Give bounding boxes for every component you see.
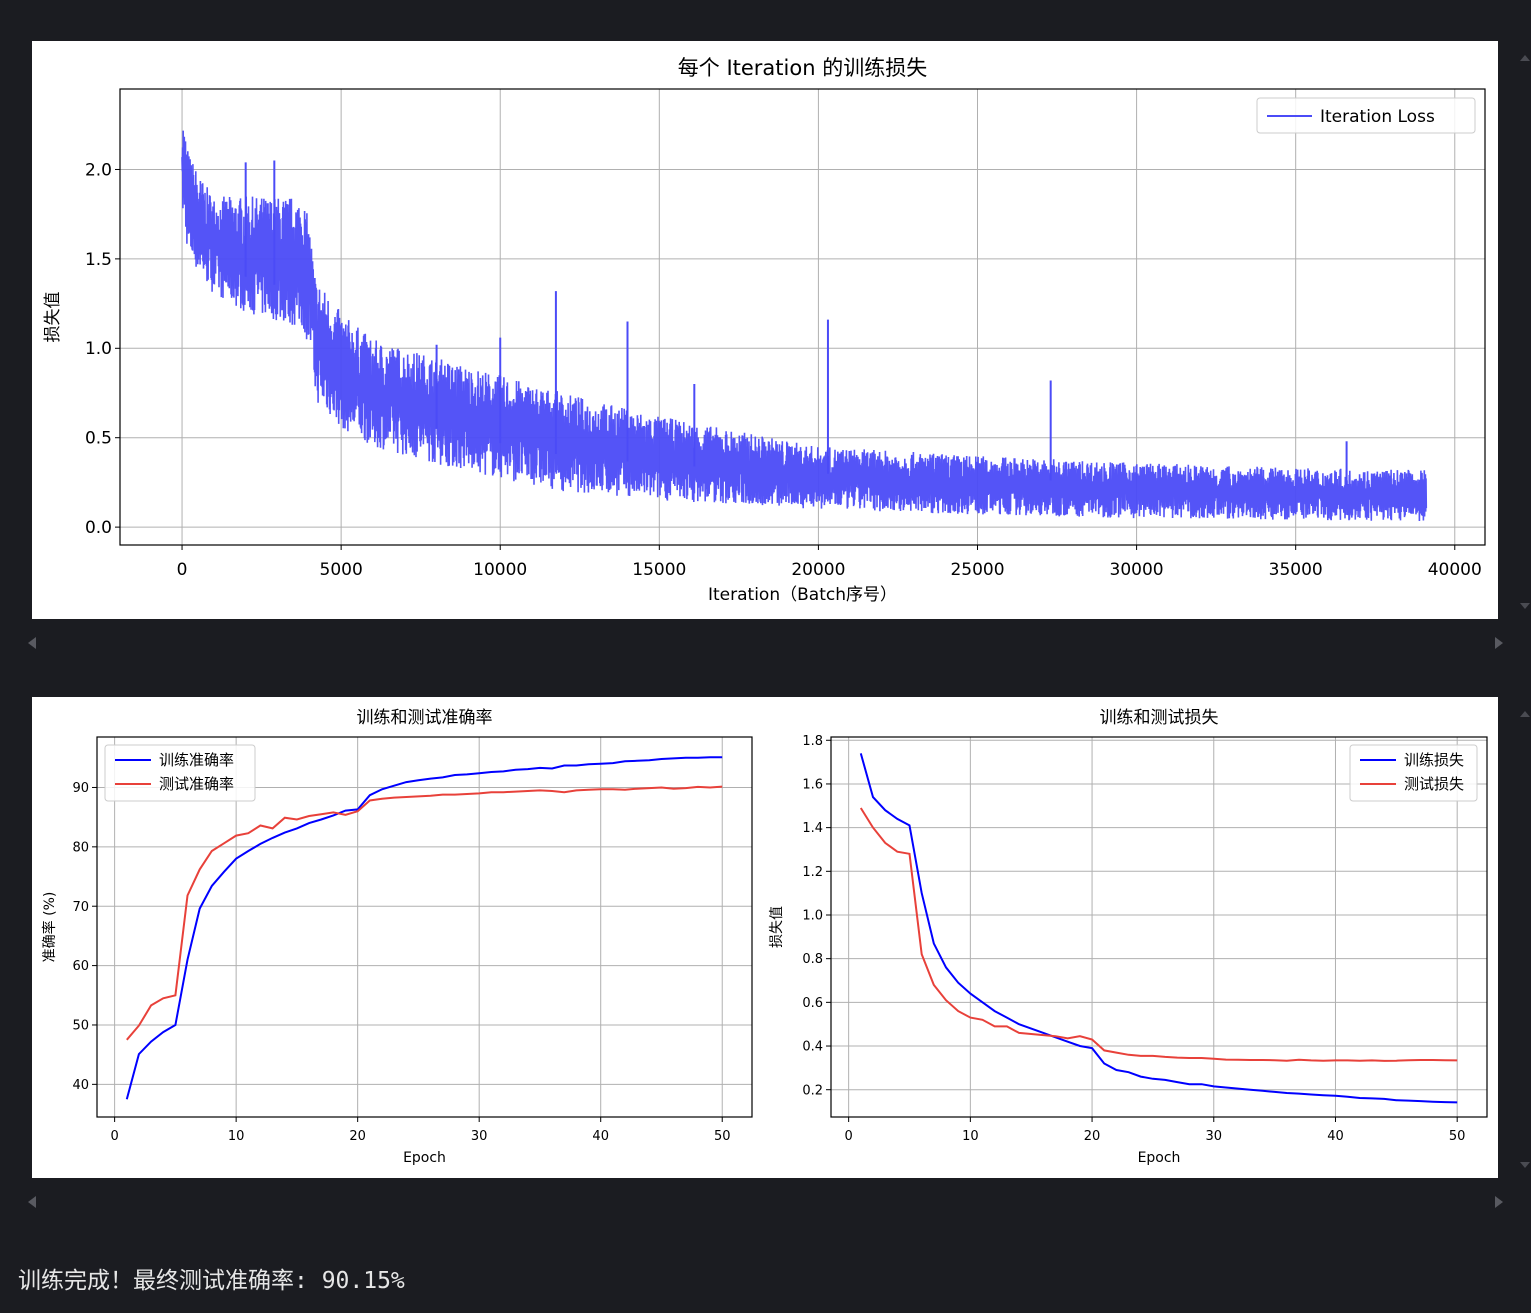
y-tick-label: 40: [72, 1078, 89, 1093]
y-tick-label: 1.4: [802, 821, 823, 836]
y-tick-label: 1.2: [802, 865, 823, 880]
legend-label: 测试准确率: [159, 775, 234, 793]
x-tick-label: 20000: [791, 560, 845, 580]
series-iteration-loss: [181, 130, 1428, 522]
series-line-train: [859, 753, 1458, 1104]
y-axis-label: 损失值: [769, 906, 785, 948]
y-tick-label: 90: [72, 781, 89, 796]
x-tick-label: 15000: [632, 560, 686, 580]
y-tick-label: 70: [72, 900, 89, 915]
chart-group: 0 10 20 30 40 50 0.2 0.4 0.6 0.8 1.0 1.2 1.4 1.6 1.8 训练…: [769, 708, 1488, 1166]
scroll-left-arrow-icon[interactable]: [28, 1196, 36, 1208]
legend-label: 训练损失: [1404, 751, 1464, 769]
final-accuracy-message: 训练完成！最终测试准确率: 90.15%: [18, 1268, 405, 1294]
series-line-test: [859, 807, 1458, 1062]
y-tick-label: 1.8: [802, 734, 823, 749]
x-tick-label: 40000: [1428, 560, 1482, 580]
x-tick-label: 0: [110, 1129, 118, 1144]
y-tick-label: 1.6: [802, 778, 823, 793]
y-tick-label: 80: [72, 840, 89, 855]
y-tick-label: 2.0: [85, 160, 112, 180]
scroll-down-icon[interactable]: [1520, 1162, 1530, 1168]
y-tick-label: 0.8: [802, 952, 823, 967]
y-tick-label: 0.4: [802, 1040, 823, 1055]
x-tick-label: 0: [845, 1129, 853, 1144]
x-tick-label: 20: [349, 1129, 366, 1144]
iteration-loss-chart: 0 5000 10000 15000 20000 25000 30000 35000 40000…: [43, 56, 1486, 605]
output-scrollbar-1[interactable]: [22, 628, 1509, 658]
x-tick-label: 10000: [473, 560, 527, 580]
chart-group: 0 10 20 30 40 50 40 50 60 70 80 90 训练和测试准确率 Epoch 准确率 …: [41, 708, 753, 1166]
x-tick-label: 40: [592, 1129, 609, 1144]
scroll-down-icon[interactable]: [1520, 603, 1530, 609]
x-tick-label: 50: [1449, 1129, 1466, 1144]
legend-label: 测试损失: [1404, 775, 1464, 793]
series-line-test: [126, 785, 723, 1041]
output-image-accuracy-loss: 0 10 20 30 40 50 40 50 60 70 80 90 训练和测试准确率 Epoch 准确率 …: [32, 697, 1498, 1178]
x-tick-label: 30000: [1110, 560, 1164, 580]
y-axis-label: 损失值: [43, 292, 63, 343]
accuracy-loss-charts: 0 10 20 30 40 50 40 50 60 70 80 90 训练和测试准确率 Epoch 准确率 …: [41, 708, 1488, 1166]
plot-frame: [96, 736, 753, 1118]
plot-frame: [119, 88, 1486, 546]
x-axis-label: Epoch: [403, 1150, 446, 1166]
chart-title: 训练和测试准确率: [357, 708, 493, 728]
y-tick-label: 0.0: [85, 518, 112, 538]
y-tick-label: 1.5: [85, 250, 112, 270]
output-image-iteration-loss: 0 5000 10000 15000 20000 25000 30000 35000 40000…: [32, 41, 1498, 619]
chart-group: 0 5000 10000 15000 20000 25000 30000 35000 40000…: [43, 56, 1486, 605]
series-line-train: [125, 756, 723, 1100]
scroll-right-arrow-icon[interactable]: [1495, 1196, 1503, 1208]
y-axis-label: 准确率 (%): [41, 892, 58, 963]
x-tick-label: 20: [1084, 1129, 1101, 1144]
x-tick-label: 10: [228, 1129, 245, 1144]
x-tick-label: 0: [177, 560, 188, 580]
legend-label: Iteration Loss: [1320, 107, 1435, 127]
x-axis-label: Epoch: [1138, 1150, 1181, 1166]
x-tick-label: 40: [1327, 1129, 1344, 1144]
plot-frame: [830, 736, 1488, 1118]
x-axis-label: Iteration（Batch序号）: [708, 585, 897, 605]
legend-box: [1256, 97, 1476, 134]
chart-title: 每个 Iteration 的训练损失: [678, 56, 927, 80]
x-tick-label: 30: [471, 1129, 488, 1144]
y-tick-label: 1.0: [802, 909, 823, 924]
output-scrollbar-2[interactable]: [22, 1187, 1509, 1217]
scroll-right-arrow-icon[interactable]: [1495, 637, 1503, 649]
y-tick-label: 0.6: [802, 996, 823, 1011]
y-tick-label: 50: [72, 1019, 89, 1034]
scroll-left-arrow-icon[interactable]: [28, 637, 36, 649]
x-tick-label: 30: [1205, 1129, 1222, 1144]
x-tick-label: 10: [962, 1129, 979, 1144]
x-tick-label: 5000: [320, 560, 363, 580]
x-tick-label: 35000: [1269, 560, 1323, 580]
scroll-up-icon[interactable]: [1520, 55, 1530, 61]
y-tick-label: 0.2: [802, 1083, 823, 1098]
y-tick-label: 60: [72, 959, 89, 974]
x-tick-label: 25000: [950, 560, 1004, 580]
chart-title: 训练和测试损失: [1100, 708, 1219, 728]
legend-label: 训练准确率: [159, 751, 234, 769]
x-tick-label: 50: [714, 1129, 731, 1144]
scroll-up-icon[interactable]: [1520, 711, 1530, 717]
y-tick-label: 1.0: [85, 339, 112, 359]
y-tick-label: 0.5: [85, 429, 112, 449]
